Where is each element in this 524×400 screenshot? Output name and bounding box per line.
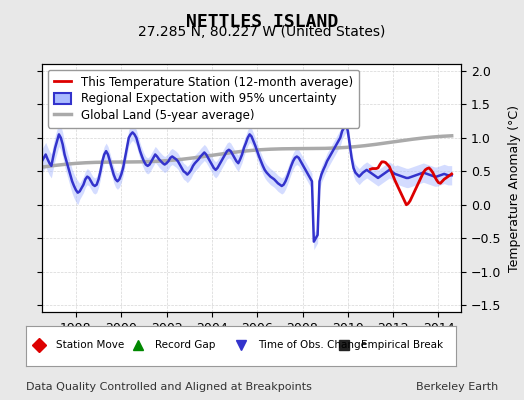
Legend: This Temperature Station (12-month average), Regional Expectation with 95% uncer: This Temperature Station (12-month avera…	[48, 70, 359, 128]
Text: Time of Obs. Change: Time of Obs. Change	[258, 340, 367, 350]
Text: NETTLES ISLAND: NETTLES ISLAND	[186, 13, 338, 31]
Y-axis label: Temperature Anomaly (°C): Temperature Anomaly (°C)	[508, 104, 521, 272]
Text: Empirical Break: Empirical Break	[362, 340, 443, 350]
Text: Data Quality Controlled and Aligned at Breakpoints: Data Quality Controlled and Aligned at B…	[26, 382, 312, 392]
Text: Record Gap: Record Gap	[155, 340, 215, 350]
Text: 27.285 N, 80.227 W (United States): 27.285 N, 80.227 W (United States)	[138, 25, 386, 39]
Text: Station Move: Station Move	[56, 340, 125, 350]
Text: Berkeley Earth: Berkeley Earth	[416, 382, 498, 392]
